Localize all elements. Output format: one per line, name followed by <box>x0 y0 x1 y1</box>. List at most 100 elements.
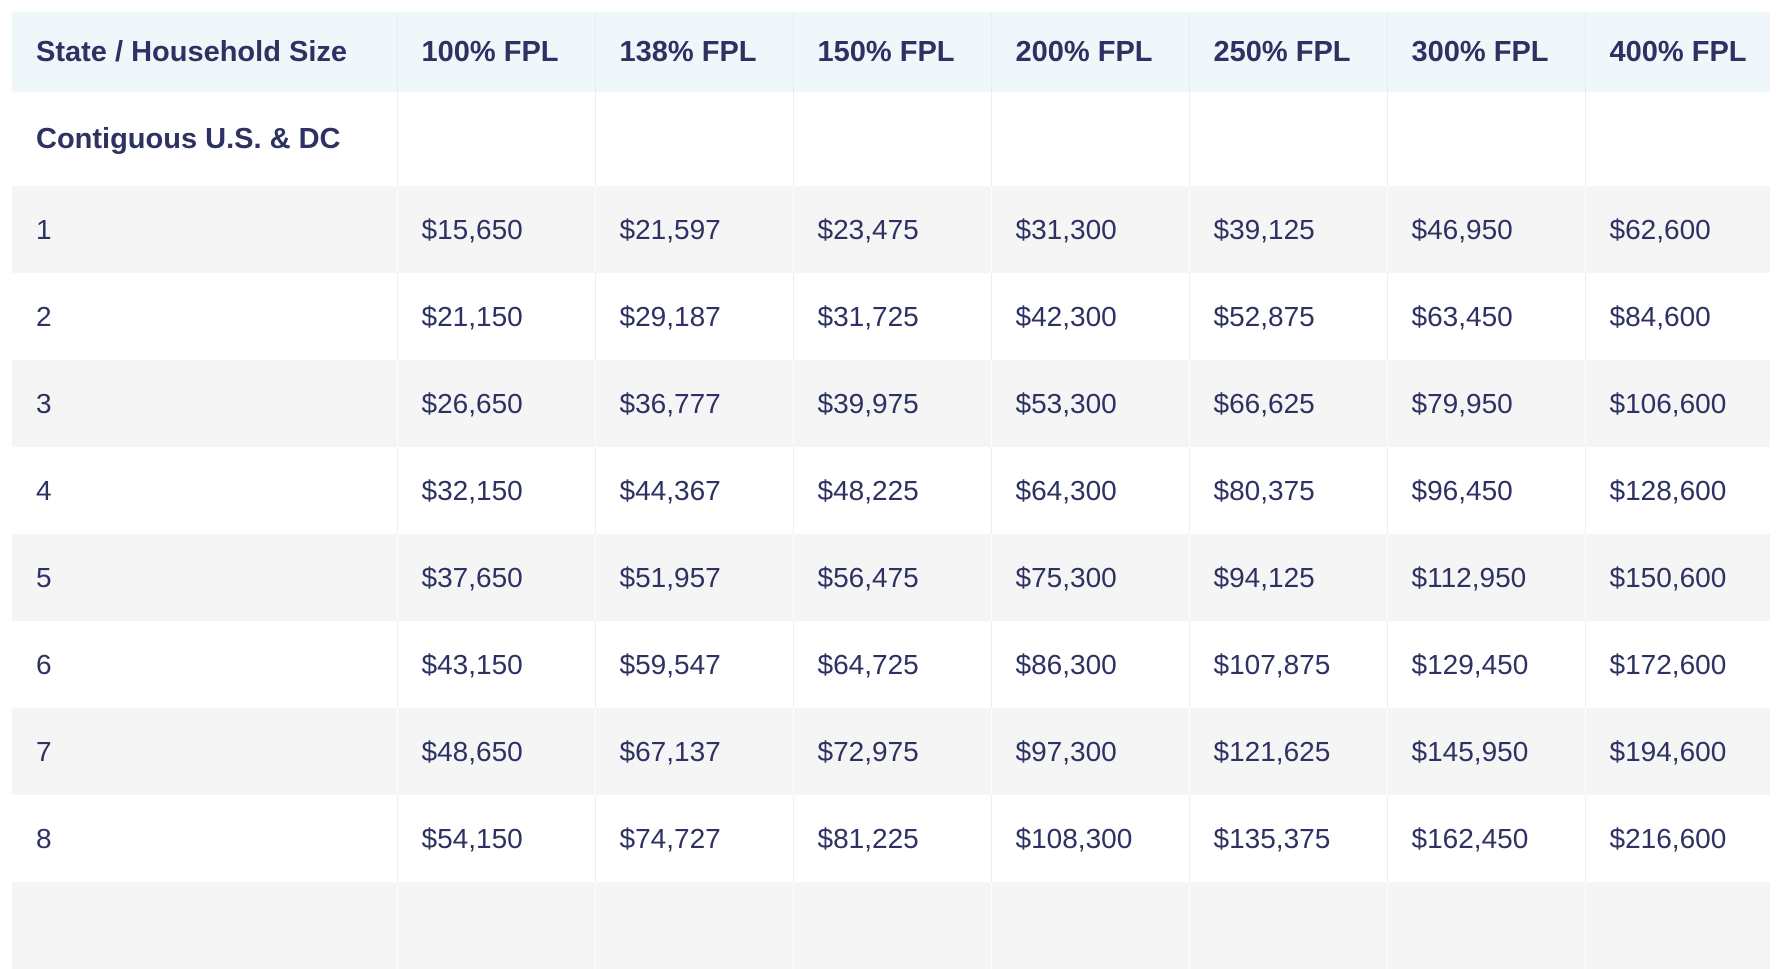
household-size-cell: 6 <box>12 621 398 708</box>
empty-cell <box>991 92 1190 186</box>
amount-cell: $80,375 <box>1189 447 1388 534</box>
household-size-cell: 4 <box>12 447 398 534</box>
table-row: 5 $37,650 $51,957 $56,475 $75,300 $94,12… <box>12 534 1770 621</box>
amount-cell: $67,137 <box>595 708 794 795</box>
amount-cell: $31,300 <box>991 186 1190 273</box>
amount-cell: $37,650 <box>397 534 596 621</box>
amount-cell: $145,950 <box>1387 708 1586 795</box>
empty-cell <box>1189 92 1388 186</box>
amount-cell: $21,150 <box>397 273 596 360</box>
empty-cell <box>397 882 596 969</box>
empty-cell <box>397 92 596 186</box>
table-row: 4 $32,150 $44,367 $48,225 $64,300 $80,37… <box>12 447 1770 534</box>
table-row: 3 $26,650 $36,777 $39,975 $53,300 $66,62… <box>12 360 1770 447</box>
amount-cell: $94,125 <box>1189 534 1388 621</box>
region-group-row: Contiguous U.S. & DC <box>12 92 1770 186</box>
amount-cell: $66,625 <box>1189 360 1388 447</box>
amount-cell: $15,650 <box>397 186 596 273</box>
amount-cell: $52,875 <box>1189 273 1388 360</box>
amount-cell: $39,125 <box>1189 186 1388 273</box>
amount-cell: $97,300 <box>991 708 1190 795</box>
amount-cell: $64,725 <box>793 621 992 708</box>
amount-cell: $63,450 <box>1387 273 1586 360</box>
amount-cell: $106,600 <box>1609 387 1727 419</box>
table-row: 6 $43,150 $59,547 $64,725 $86,300 $107,8… <box>12 621 1770 708</box>
amount-cell: $172,600 <box>1609 648 1727 680</box>
amount-cell: $64,300 <box>991 447 1190 534</box>
amount-cell: $74,727 <box>595 795 794 882</box>
amount-cell: $26,650 <box>397 360 596 447</box>
amount-cell: $150,600 <box>1609 561 1727 593</box>
amount-cell: $108,300 <box>991 795 1190 882</box>
amount-cell: $128,600 <box>1609 474 1727 506</box>
empty-cell <box>1387 92 1586 186</box>
amount-cell: $39,975 <box>793 360 992 447</box>
amount-cell: $84,600 <box>1609 300 1711 332</box>
amount-cell: $48,650 <box>397 708 596 795</box>
amount-cell: $59,547 <box>595 621 794 708</box>
household-size-cell: 5 <box>12 534 398 621</box>
column-header-138-fpl: 138% FPL <box>595 12 794 92</box>
amount-cell: $62,600 <box>1609 213 1711 245</box>
amount-cell: $216,600 <box>1609 822 1727 854</box>
amount-cell: $194,600 <box>1609 735 1727 767</box>
table-header-row: State / Household Size 100% FPL 138% FPL… <box>12 12 1770 92</box>
column-header-200-fpl: 200% FPL <box>991 12 1190 92</box>
column-header-400-fpl: 400% FPL <box>1609 35 1747 68</box>
amount-cell: $36,777 <box>595 360 794 447</box>
partial-next-row <box>12 882 1770 969</box>
empty-cell <box>1585 92 1770 186</box>
amount-cell: $48,225 <box>793 447 992 534</box>
amount-cell: $96,450 <box>1387 447 1586 534</box>
amount-cell: $29,187 <box>595 273 794 360</box>
amount-cell: $135,375 <box>1189 795 1388 882</box>
amount-cell: $32,150 <box>397 447 596 534</box>
amount-cell: $107,875 <box>1189 621 1388 708</box>
household-size-cell: 2 <box>12 273 398 360</box>
empty-cell <box>1585 882 1770 969</box>
empty-cell <box>12 882 398 969</box>
table-row: 2 $21,150 $29,187 $31,725 $42,300 $52,87… <box>12 273 1770 360</box>
empty-cell <box>1387 882 1586 969</box>
column-header-150-fpl: 150% FPL <box>793 12 992 92</box>
column-header-state-household-size: State / Household Size <box>12 12 398 92</box>
table-row: 7 $48,650 $67,137 $72,975 $97,300 $121,6… <box>12 708 1770 795</box>
empty-cell <box>793 882 992 969</box>
household-size-cell: 8 <box>12 795 398 882</box>
household-size-cell: 1 <box>12 186 398 273</box>
amount-cell: $46,950 <box>1387 186 1586 273</box>
amount-cell: $54,150 <box>397 795 596 882</box>
amount-cell: $86,300 <box>991 621 1190 708</box>
amount-cell: $53,300 <box>991 360 1190 447</box>
amount-cell: $42,300 <box>991 273 1190 360</box>
amount-cell: $75,300 <box>991 534 1190 621</box>
household-size-cell: 3 <box>12 360 398 447</box>
amount-cell: $44,367 <box>595 447 794 534</box>
table-row: 8 $54,150 $74,727 $81,225 $108,300 $135,… <box>12 795 1770 882</box>
region-group-label: Contiguous U.S. & DC <box>12 92 398 186</box>
amount-cell: $56,475 <box>793 534 992 621</box>
amount-cell: $21,597 <box>595 186 794 273</box>
amount-cell: $79,950 <box>1387 360 1586 447</box>
amount-cell: $81,225 <box>793 795 992 882</box>
amount-cell: $51,957 <box>595 534 794 621</box>
empty-cell <box>1189 882 1388 969</box>
amount-cell: $72,975 <box>793 708 992 795</box>
column-header-300-fpl: 300% FPL <box>1387 12 1586 92</box>
column-header-100-fpl: 100% FPL <box>397 12 596 92</box>
fpl-income-table: State / Household Size 100% FPL 138% FPL… <box>12 12 1770 969</box>
amount-cell: $23,475 <box>793 186 992 273</box>
amount-cell: $43,150 <box>397 621 596 708</box>
empty-cell <box>595 882 794 969</box>
column-header-250-fpl: 250% FPL <box>1189 12 1388 92</box>
amount-cell: $31,725 <box>793 273 992 360</box>
amount-cell: $112,950 <box>1387 534 1586 621</box>
empty-cell <box>793 92 992 186</box>
empty-cell <box>595 92 794 186</box>
table-row: 1 $15,650 $21,597 $23,475 $31,300 $39,12… <box>12 186 1770 273</box>
amount-cell: $129,450 <box>1387 621 1586 708</box>
amount-cell: $121,625 <box>1189 708 1388 795</box>
empty-cell <box>991 882 1190 969</box>
amount-cell: $162,450 <box>1387 795 1586 882</box>
household-size-cell: 7 <box>12 708 398 795</box>
